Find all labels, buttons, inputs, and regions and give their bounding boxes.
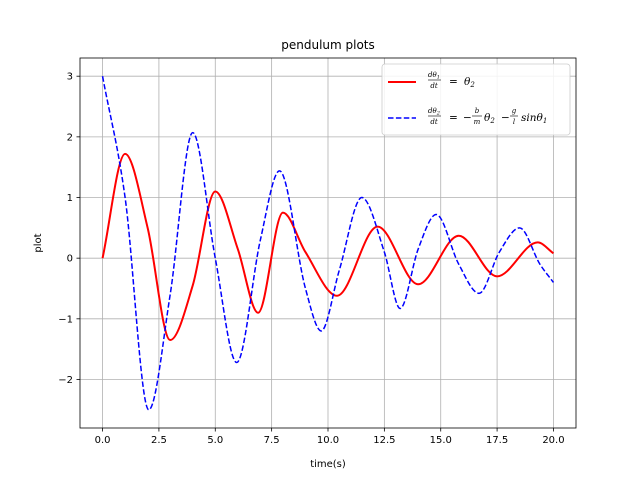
x-tick-label: 5.0 [207,435,223,446]
svg-text:=: = [449,76,458,88]
svg-text:dt: dt [430,118,437,126]
svg-text:−: − [501,112,510,124]
legend-label-2: dθ2 dt = − b m θ2 − g l sinθ1 [428,107,547,126]
svg-text:−: − [463,112,472,124]
x-tick-label: 7.5 [264,435,280,446]
x-axis-label: time(s) [310,459,346,470]
y-tick-label: 0 [67,254,73,265]
y-tick-label: −2 [58,375,73,386]
svg-text:b: b [475,107,480,115]
svg-text:l: l [513,118,515,126]
y-tick-label: −1 [58,314,73,325]
legend-box [381,63,571,136]
svg-text:dt: dt [430,82,437,90]
x-tick-label: 15.0 [430,435,452,446]
x-ticks: 0.0 2.5 5.0 7.5 10.0 12.5 15.0 17.5 20.0 [95,428,565,446]
svg-text:=: = [449,112,458,124]
series-line-2 [101,76,555,411]
x-tick-label: 12.5 [373,435,395,446]
legend: dθ1 dt = θ2 dθ2 dt = − b m θ2 − g l sinθ… [381,63,571,136]
x-tick-label: 2.5 [151,435,167,446]
svg-text:m: m [474,118,481,126]
svg-text:dθ2: dθ2 [428,107,440,117]
svg-text:θ2: θ2 [464,76,475,89]
x-tick-label: 20.0 [542,435,564,446]
y-axis-label: plot [33,233,44,252]
y-ticks: −2 −1 0 1 2 3 [58,72,80,386]
svg-text:dθ1: dθ1 [428,71,440,81]
y-tick-label: 3 [67,72,73,83]
y-tick-label: 1 [67,193,73,204]
series-group [101,76,555,411]
svg-text:θ2: θ2 [484,112,495,125]
series-line-1 [101,152,555,342]
x-tick-label: 10.0 [317,435,339,446]
y-tick-label: 2 [67,132,73,143]
chart-title: pendulum plots [281,38,375,52]
svg-text:g: g [512,107,517,115]
x-tick-label: 17.5 [486,435,508,446]
svg-text:sinθ1: sinθ1 [521,112,547,125]
legend-label-1: dθ1 dt = θ2 [428,71,475,90]
x-tick-label: 0.0 [95,435,111,446]
